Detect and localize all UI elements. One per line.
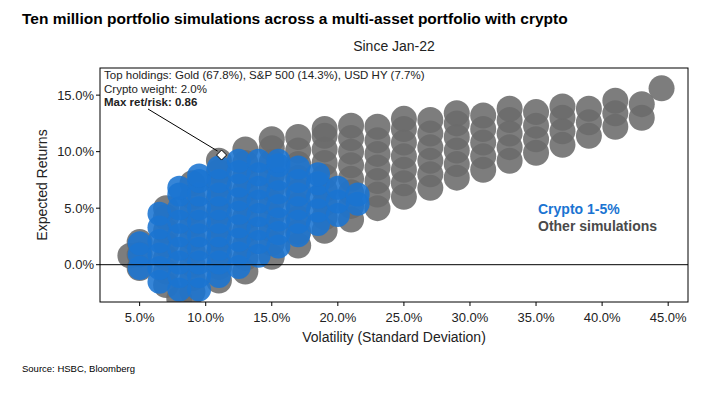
x-tick-label: 20.0%	[319, 310, 356, 325]
y-tick-label: 15.0%	[57, 88, 94, 103]
x-tick	[271, 302, 272, 306]
x-tick	[337, 302, 338, 306]
point	[338, 113, 364, 139]
point	[285, 124, 311, 150]
y-axis-label: Expected Returns	[34, 129, 50, 240]
x-tick-label: 45.0%	[650, 310, 687, 325]
plot-frame	[100, 68, 688, 302]
source: Source: HSBC, Bloomberg	[22, 363, 135, 374]
x-tick-label: 15.0%	[253, 310, 290, 325]
y-tick-label: 5.0%	[64, 201, 94, 216]
point	[391, 106, 417, 132]
zero-line	[100, 264, 688, 265]
x-tick	[469, 302, 470, 306]
x-tick	[403, 302, 404, 306]
annotation-text: Max ret/risk: 0.86	[104, 96, 197, 108]
subtitle: Since Jan-22	[353, 38, 435, 54]
point	[470, 102, 496, 128]
x-tick-label: 10.0%	[187, 310, 224, 325]
y-tick	[96, 264, 100, 265]
x-tick	[536, 302, 537, 306]
point	[576, 96, 602, 122]
title: Ten million portfolio simulations across…	[22, 10, 568, 27]
y-tick-label: 0.0%	[64, 257, 94, 272]
x-tick-label: 5.0%	[125, 310, 155, 325]
y-tick	[96, 151, 100, 152]
point	[346, 183, 370, 207]
x-tick	[668, 302, 669, 306]
annotation-arrow	[148, 109, 218, 151]
x-tick-label: 25.0%	[385, 310, 422, 325]
annotation-marker	[217, 150, 227, 160]
x-tick	[205, 302, 206, 306]
annotation-text: Crypto weight: 2.0%	[104, 83, 207, 95]
chart: Ten million portfolio simulations across…	[0, 0, 728, 402]
x-tick-label: 40.0%	[584, 310, 621, 325]
point	[306, 162, 330, 186]
x-tick-label: 35.0%	[518, 310, 555, 325]
point	[417, 107, 443, 133]
x-tick	[602, 302, 603, 306]
x-tick	[139, 302, 140, 306]
point	[523, 99, 549, 125]
x-tick-label: 30.0%	[452, 310, 489, 325]
y-tick	[96, 208, 100, 209]
series-0	[128, 149, 370, 302]
point	[602, 88, 628, 114]
annotation-text: Top holdings: Gold (67.8%), S&P 500 (14.…	[104, 69, 425, 81]
legend-entry: Crypto 1-5%	[538, 201, 620, 217]
point	[549, 93, 575, 119]
y-tick-label: 10.0%	[57, 144, 94, 159]
points	[117, 75, 674, 302]
point	[497, 96, 523, 122]
point	[259, 126, 285, 152]
point	[364, 114, 390, 140]
point	[312, 116, 338, 142]
series-1	[117, 75, 674, 302]
point	[649, 75, 675, 101]
point	[444, 100, 470, 126]
x-axis-label: Volatility (Standard Deviation)	[302, 329, 486, 345]
y-tick	[96, 95, 100, 96]
legend-entry: Other simulations	[538, 218, 657, 234]
